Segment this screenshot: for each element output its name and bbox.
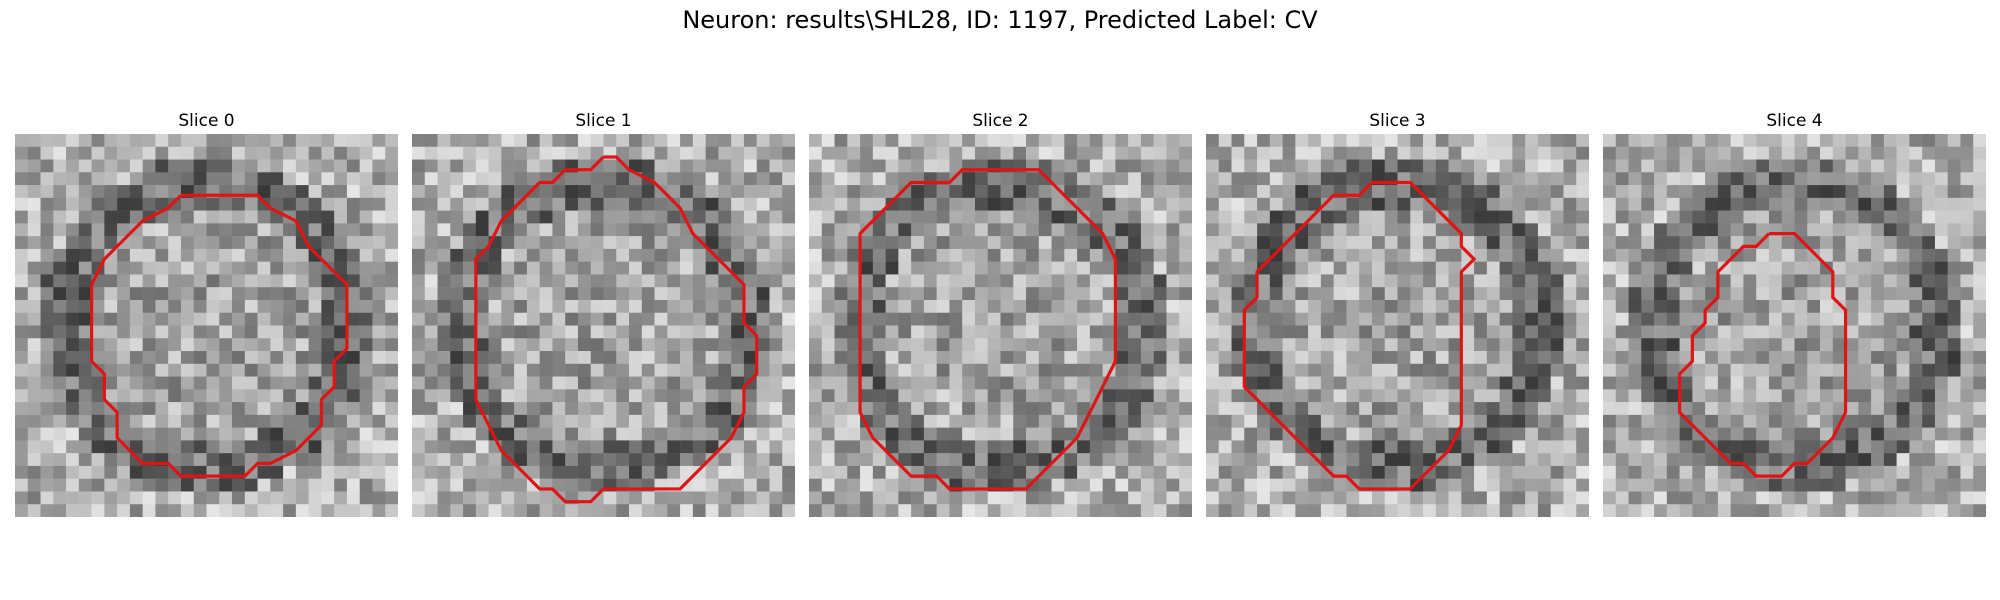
slice-title-2: Slice 2 (809, 108, 1192, 134)
slice-image-3 (1206, 134, 1589, 517)
slice-panel-1: Slice 1 (412, 108, 795, 517)
slice-image-0 (15, 134, 398, 517)
slice-title-3: Slice 3 (1206, 108, 1589, 134)
slice-title-1: Slice 1 (412, 108, 795, 134)
slice-panel-2: Slice 2 (809, 108, 1192, 517)
slice-image-2 (809, 134, 1192, 517)
slice-panel-0: Slice 0 (15, 108, 398, 517)
slice-image-1 (412, 134, 795, 517)
slice-panel-3: Slice 3 (1206, 108, 1589, 517)
slice-title-4: Slice 4 (1603, 108, 1986, 134)
slice-image-4 (1603, 134, 1986, 517)
figure-title: Neuron: results\SHL28, ID: 1197, Predict… (0, 6, 2000, 34)
slice-panel-4: Slice 4 (1603, 108, 1986, 517)
slice-title-0: Slice 0 (15, 108, 398, 134)
